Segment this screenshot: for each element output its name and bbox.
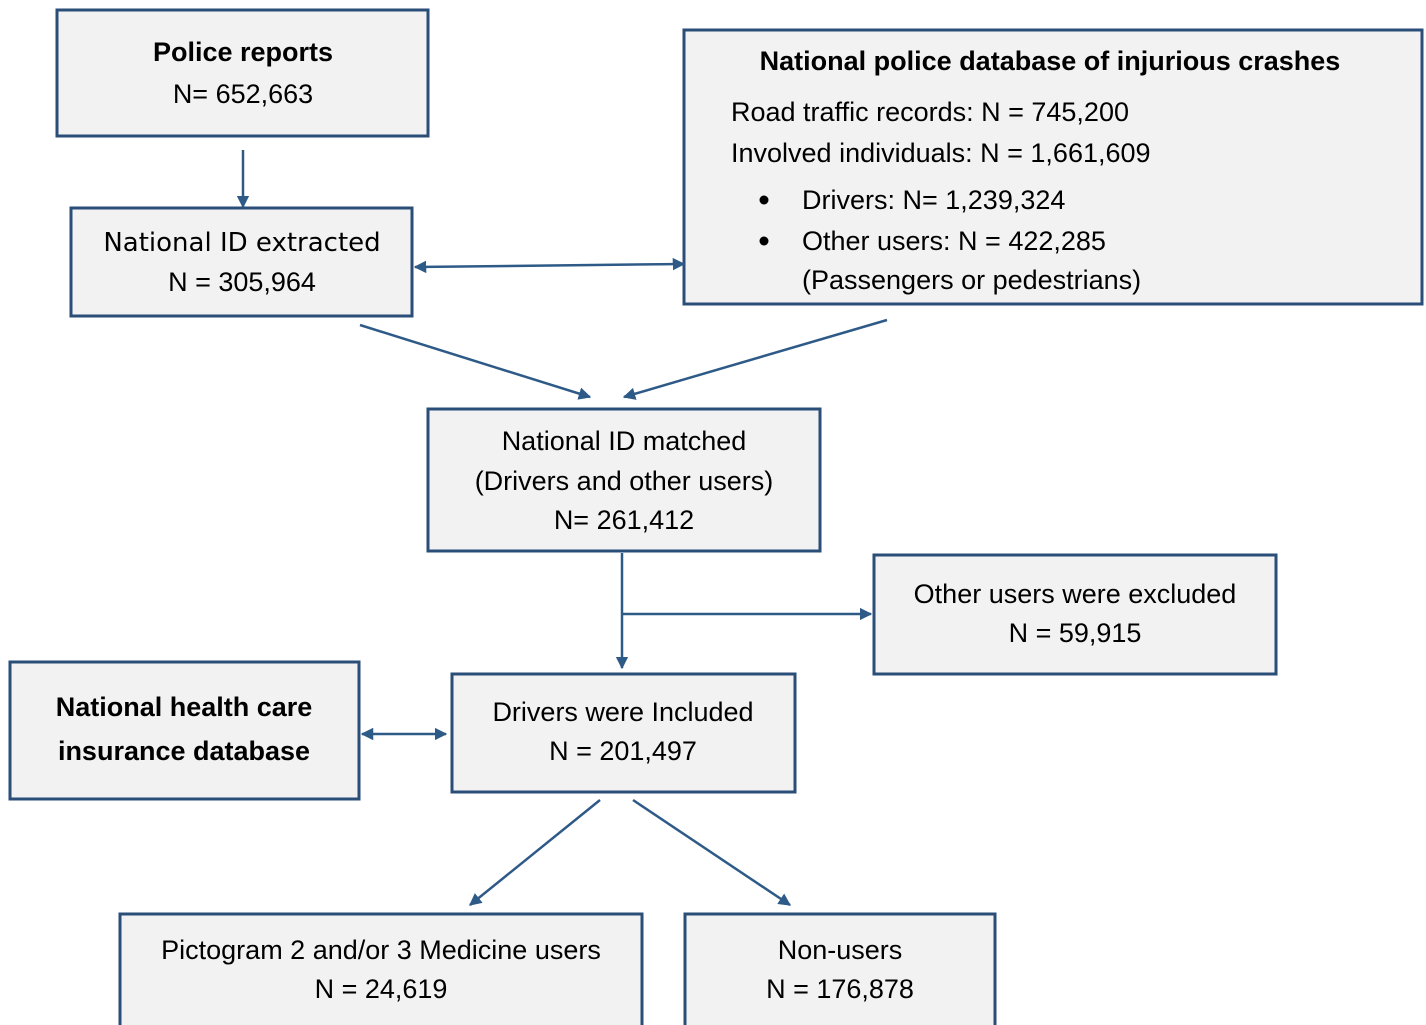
node-text: Non-users <box>778 935 903 965</box>
node-text: (Passengers or pedestrians) <box>802 265 1141 295</box>
arrow <box>469 799 601 906</box>
node-text: insurance database <box>58 736 310 766</box>
arrows <box>236 150 888 907</box>
arrow <box>359 323 592 400</box>
node-text: Involved individuals: N = 1,661,609 <box>731 138 1151 168</box>
node-text: Other users were excluded <box>914 579 1237 609</box>
box <box>450 672 797 794</box>
box <box>55 8 430 138</box>
box <box>69 206 414 318</box>
node-text: N = 201,497 <box>549 736 697 766</box>
node-text: Drivers were Included <box>492 697 753 727</box>
node-text: (Drivers and other users) <box>475 466 774 496</box>
box <box>682 28 1424 306</box>
box <box>872 553 1278 676</box>
node-title: National police database of injurious cr… <box>760 46 1341 76</box>
node-text: N= 652,663 <box>173 79 313 109</box>
box <box>8 660 361 801</box>
bullet <box>759 195 769 205</box>
boxes <box>8 8 1424 1025</box>
node-text: Drivers: N= 1,239,324 <box>802 185 1065 215</box>
node-title: Police reports <box>153 37 333 67</box>
bullet <box>759 236 769 246</box>
labels: Police reports N= 652,663 National polic… <box>56 37 1341 1004</box>
node-title: National health care <box>56 692 313 722</box>
node-text: Other users: N = 422,285 <box>802 226 1106 256</box>
arrow <box>632 798 792 907</box>
arrow <box>413 257 686 274</box>
node-text: N = 176,878 <box>766 974 914 1004</box>
box <box>426 407 822 553</box>
node-text: N = 59,915 <box>1009 618 1142 648</box>
node-text: Pictogram 2 and/or 3 Medicine users <box>161 935 601 965</box>
node-text: Road traffic records: N = 745,200 <box>731 97 1129 127</box>
node-text: N= 261,412 <box>554 505 694 535</box>
node-text: N = 24,619 <box>315 974 448 1004</box>
box <box>683 912 997 1025</box>
node-text: National ID matched <box>502 426 747 456</box>
arrow <box>622 318 888 400</box>
box <box>118 912 644 1025</box>
node-text: National ID extracted <box>103 228 380 258</box>
node-text: N = 305,964 <box>168 267 316 297</box>
